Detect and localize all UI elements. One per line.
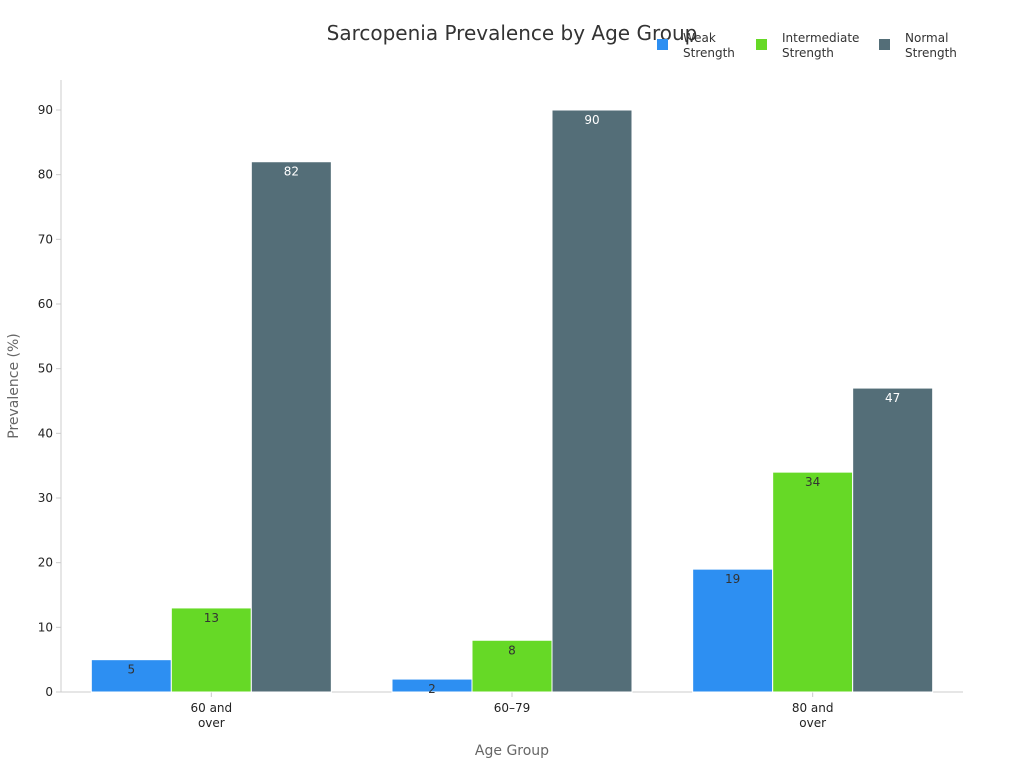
y-tick-label: 20 xyxy=(38,556,53,570)
bar-value-label: 13 xyxy=(204,611,219,625)
x-axis: 60 and over 60–79 80 and over xyxy=(61,691,963,730)
bar xyxy=(692,568,774,693)
bar-value-label: 8 xyxy=(508,643,516,657)
bar-value-label: 82 xyxy=(284,165,299,179)
legend-swatch xyxy=(756,39,767,50)
bar xyxy=(852,387,934,693)
bar xyxy=(90,659,172,693)
y-tick-label: 90 xyxy=(38,103,53,117)
bar-value-label: 2 xyxy=(428,682,436,696)
bar xyxy=(471,639,553,693)
bar-value-label: 5 xyxy=(128,663,136,677)
bar-value-label: 19 xyxy=(725,572,740,586)
bars: 5 13 82 2 8 90 19 34 47 xyxy=(90,109,934,696)
bar-value-label: 34 xyxy=(805,475,820,489)
x-tick-label: 80 and over xyxy=(792,701,834,730)
y-tick-label: 40 xyxy=(38,426,53,440)
legend-label: Weak Strength xyxy=(683,31,735,60)
y-tick-label: 30 xyxy=(38,491,53,505)
bar-value-label: 90 xyxy=(584,113,599,127)
y-tick-label: 70 xyxy=(38,232,53,246)
legend-label: Normal Strength xyxy=(905,31,957,60)
y-tick-label: 10 xyxy=(38,620,53,634)
y-tick-label: 80 xyxy=(38,168,53,182)
y-axis-title: Prevalence (%) xyxy=(6,333,22,439)
y-axis: 0 10 20 30 40 50 60 70 80 90 xyxy=(38,80,62,699)
bar xyxy=(250,161,332,693)
y-tick-label: 60 xyxy=(38,297,53,311)
legend-label: Intermediate Strength xyxy=(782,31,859,60)
legend-swatch xyxy=(879,39,890,50)
x-tick-label: 60 and over xyxy=(190,701,232,730)
chart-title: Sarcopenia Prevalence by Age Group xyxy=(327,21,698,45)
y-tick-label: 50 xyxy=(38,362,53,376)
bar xyxy=(772,471,854,693)
bar-value-label: 47 xyxy=(885,391,900,405)
bar xyxy=(551,109,633,693)
legend-swatch xyxy=(657,39,668,50)
legend: Weak Strength Intermediate Strength Normal St… xyxy=(657,31,957,60)
x-axis-title: Age Group xyxy=(475,743,549,759)
x-tick-label: 60–79 xyxy=(494,701,531,715)
y-tick-label: 0 xyxy=(45,685,53,699)
